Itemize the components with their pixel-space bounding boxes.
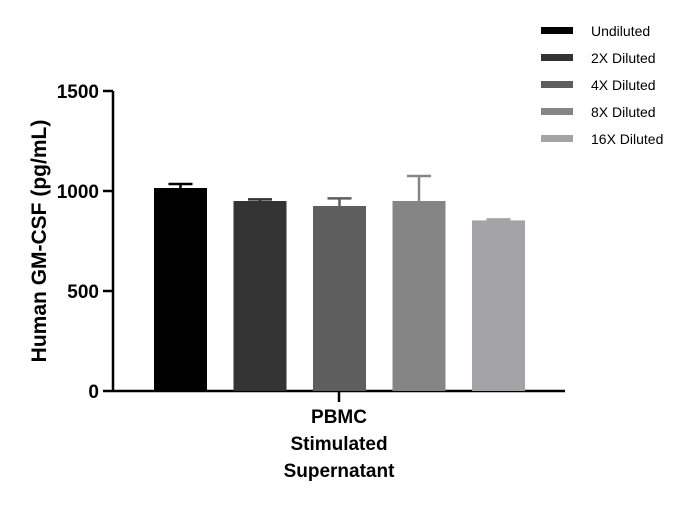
y-axis-ticks: 0 500 1000 1500 <box>57 82 113 403</box>
bar-undiluted <box>154 188 207 391</box>
y-tick-label: 500 <box>67 282 99 303</box>
legend-label: 8X Diluted <box>591 104 656 120</box>
y-axis-title: Human GM-CSF (pg/mL) <box>28 120 51 363</box>
legend-swatch <box>541 135 573 142</box>
category-label: PBMC Stimulated Supernatant <box>284 407 396 482</box>
legend-label: Undiluted <box>591 23 650 39</box>
legend-swatch <box>541 54 573 61</box>
legend: Undiluted 2X Diluted 4X Diluted 8X Diluted 1… <box>541 23 663 147</box>
category-label-line: Stimulated <box>290 434 387 455</box>
category-label-line: PBMC <box>311 407 367 428</box>
bar-2x-diluted <box>233 201 287 391</box>
legend-label: 2X Diluted <box>591 50 656 66</box>
error-bars-group <box>168 174 511 221</box>
y-tick-label: 1500 <box>57 82 99 103</box>
legend-swatch <box>541 108 573 115</box>
bar-16x-diluted <box>472 220 525 391</box>
legend-label: 16X Diluted <box>591 131 663 147</box>
legend-label: 4X Diluted <box>591 77 656 93</box>
category-label-line: Supernatant <box>284 461 396 482</box>
bar-8x-diluted <box>392 201 446 391</box>
legend-swatch <box>541 81 573 88</box>
y-tick-label: 0 <box>88 382 99 403</box>
bars-group <box>154 188 525 391</box>
bar-4x-diluted <box>313 206 366 391</box>
legend-swatch <box>541 27 573 34</box>
y-tick-label: 1000 <box>57 182 99 203</box>
